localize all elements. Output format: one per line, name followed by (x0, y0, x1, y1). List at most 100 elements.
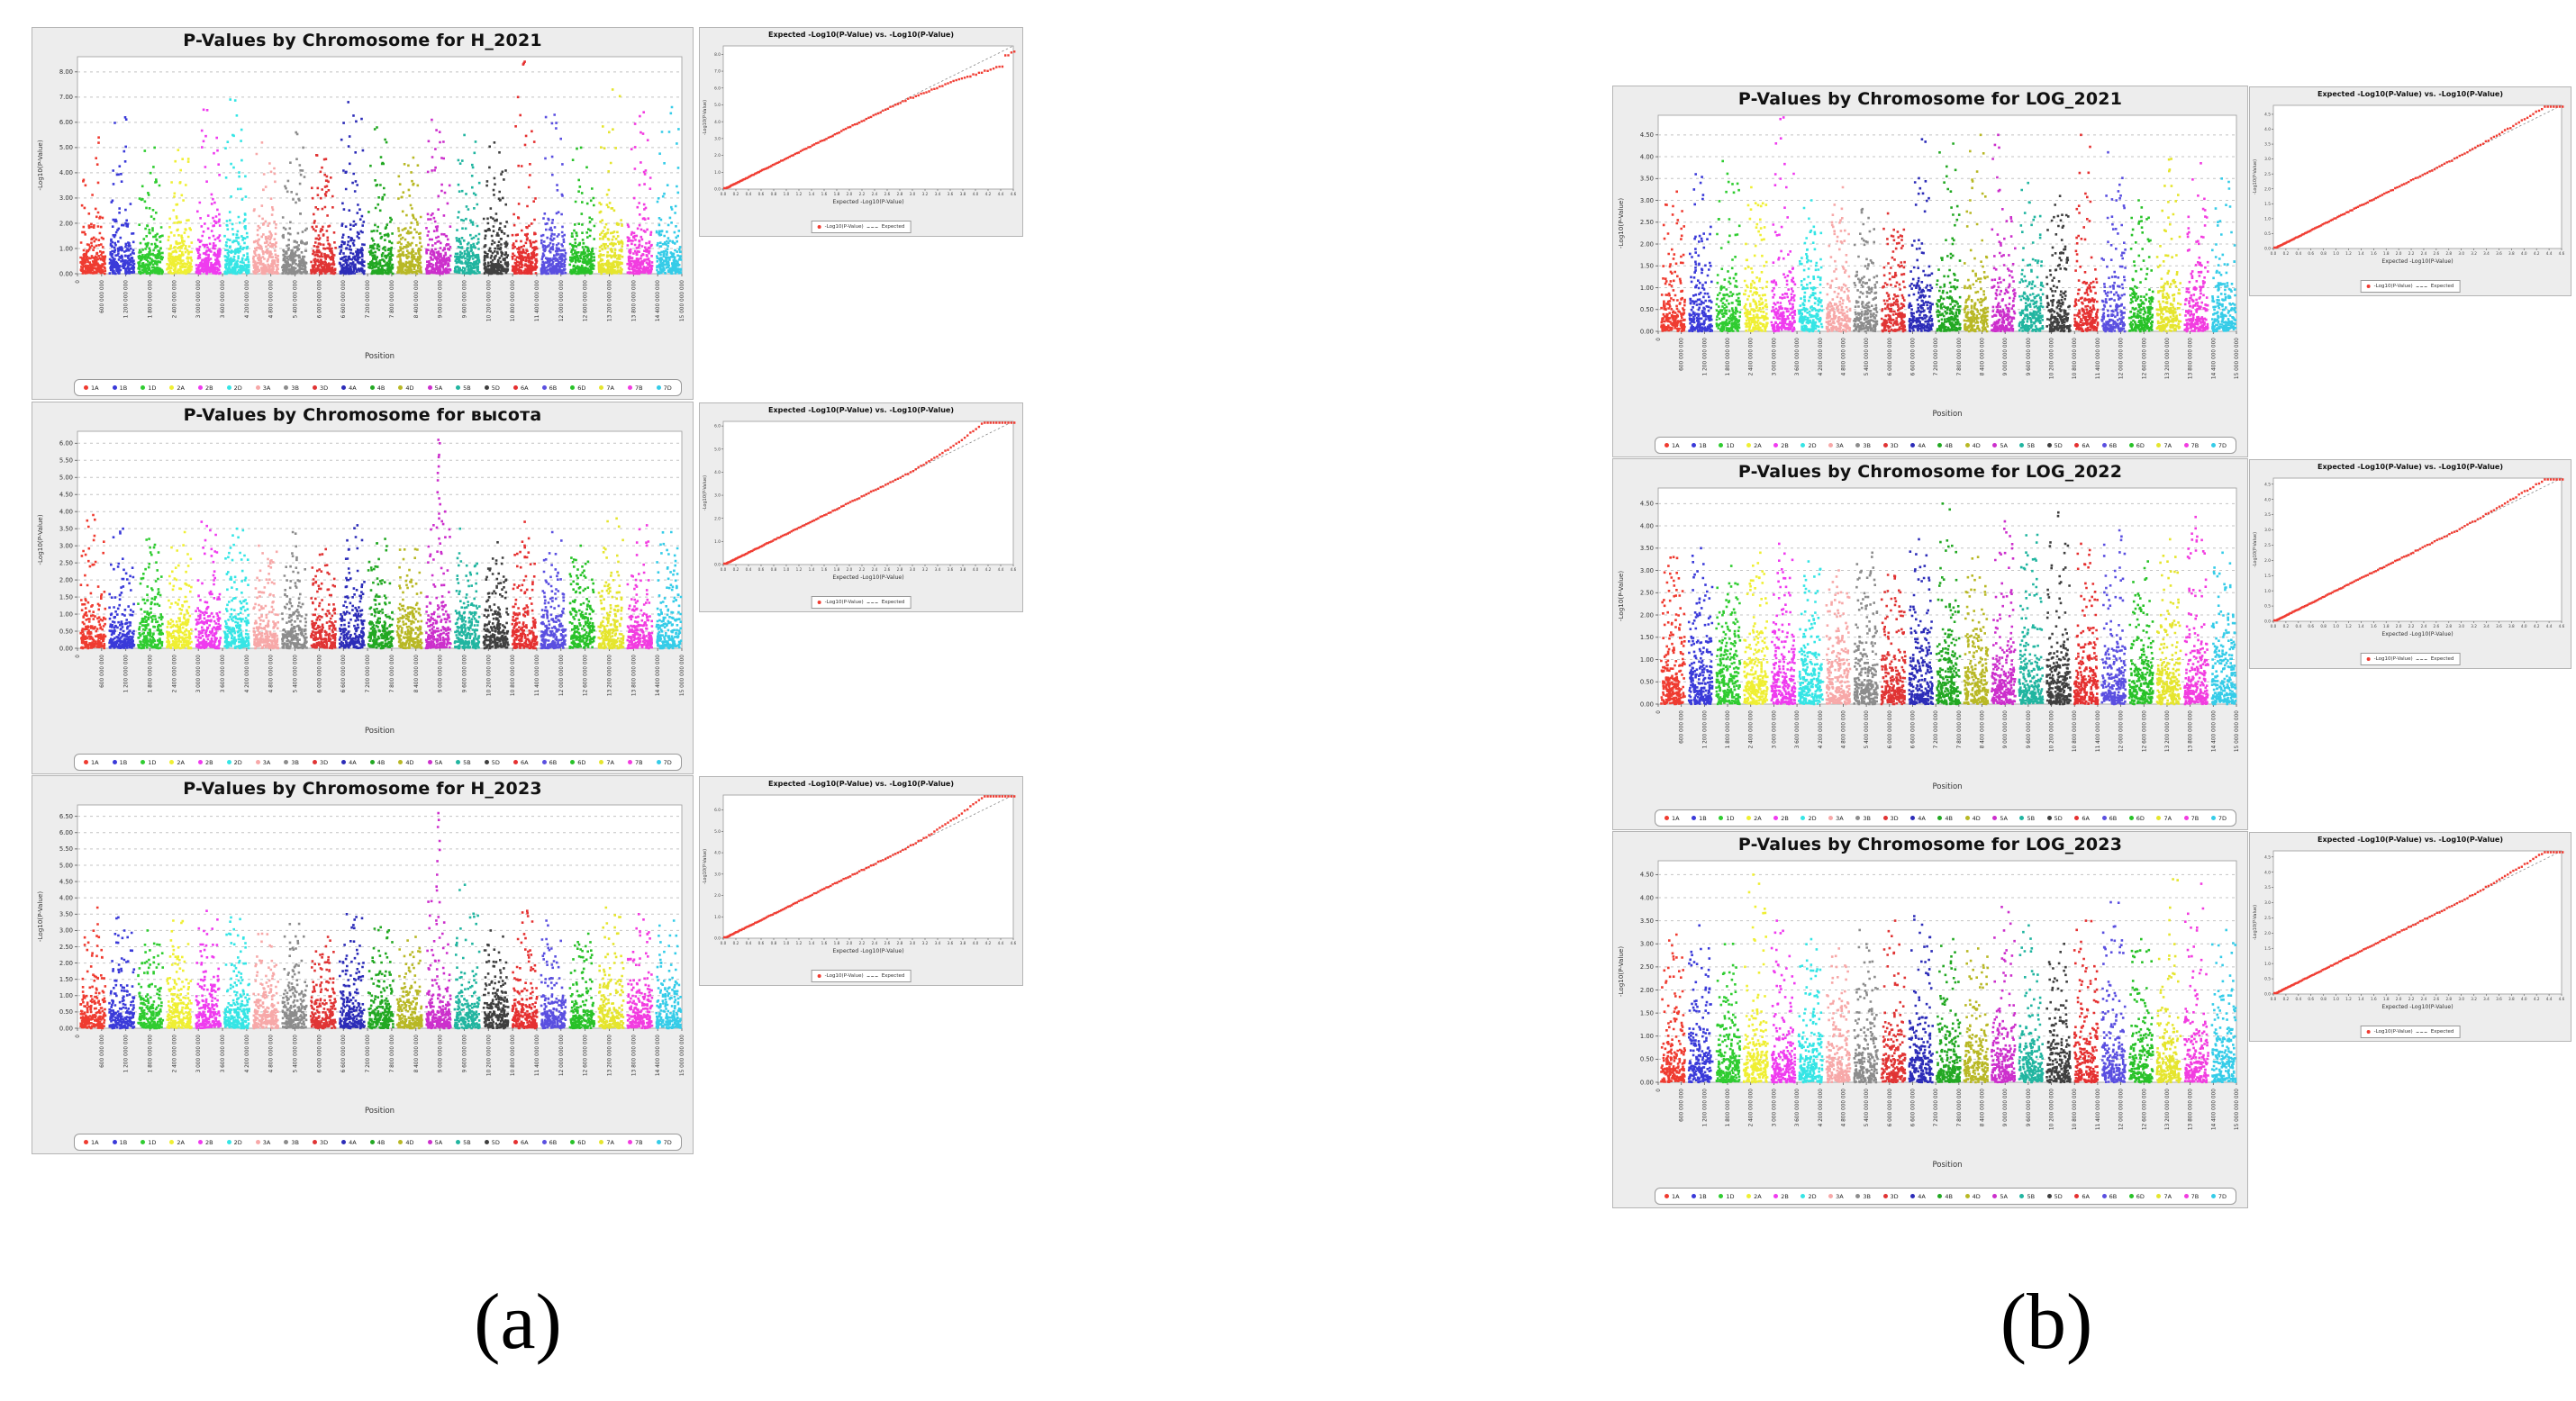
qq-legend-point-label: -Log10(P-Value) (824, 224, 864, 230)
legend-label: 7B (2191, 1192, 2200, 1200)
svg-text:3.0: 3.0 (2458, 997, 2464, 1001)
svg-text:3.6: 3.6 (2496, 997, 2502, 1001)
legend-swatch (284, 385, 289, 390)
svg-text:10 200 000 000: 10 200 000 000 (2050, 1089, 2055, 1130)
legend-label: 5B (2027, 1192, 2036, 1200)
svg-text:7.00: 7.00 (59, 94, 73, 101)
legend-entry-7a: 7A (2156, 815, 2172, 822)
svg-text:2.8: 2.8 (2445, 251, 2452, 256)
legend-entry-7a: 7A (599, 1139, 614, 1146)
legend-label: 5B (2027, 814, 2036, 822)
legend-label: 4D (1972, 1192, 1981, 1200)
legend-label: 1D (148, 758, 157, 766)
svg-text:2.0: 2.0 (2396, 997, 2402, 1001)
svg-text:2.50: 2.50 (59, 559, 73, 566)
svg-text:3 000 000 000: 3 000 000 000 (1772, 710, 1777, 749)
svg-text:0.0: 0.0 (2264, 992, 2271, 998)
legend-label: 2D (233, 384, 242, 392)
svg-text:0.00: 0.00 (59, 270, 73, 277)
svg-text:1.50: 1.50 (59, 593, 73, 601)
legend-entry-1b: 1B (1692, 815, 1707, 822)
svg-text:3.4: 3.4 (935, 192, 941, 196)
svg-text:0.4: 0.4 (2295, 624, 2301, 628)
svg-text:1.6: 1.6 (821, 567, 828, 572)
legend-entry-2d: 2D (226, 759, 242, 766)
svg-text:0.8: 0.8 (2320, 624, 2327, 628)
svg-text:1.00: 1.00 (59, 610, 73, 618)
svg-text:4 800 000 000: 4 800 000 000 (1841, 710, 1846, 749)
legend-entry-2b: 2B (1773, 442, 1789, 449)
svg-text:6 600 000 000: 6 600 000 000 (341, 1035, 347, 1073)
svg-text:Position: Position (365, 352, 395, 361)
svg-text:6 600 000 000: 6 600 000 000 (1910, 1089, 1916, 1127)
svg-text:-Log10(P-Value): -Log10(P-Value) (1617, 571, 1625, 621)
legend-entry-6d: 6D (2128, 442, 2145, 449)
svg-text:0: 0 (1656, 338, 1662, 341)
svg-text:4.4: 4.4 (2546, 997, 2553, 1001)
svg-text:3.4: 3.4 (935, 941, 941, 945)
svg-text:9 600 000 000: 9 600 000 000 (2027, 338, 2032, 376)
svg-text:2.50: 2.50 (59, 944, 73, 951)
manhattan-plot-log2021: P-Values by Chromosome for LOG_2021 4.50… (1612, 86, 2248, 457)
svg-text:2.4: 2.4 (872, 192, 878, 196)
svg-text:4.00: 4.00 (1640, 522, 1654, 529)
svg-text:4.2: 4.2 (985, 567, 992, 572)
legend-label: 6B (2109, 814, 2118, 822)
legend-label: 1A (1672, 814, 1680, 822)
legend-entry-6b: 6B (541, 384, 557, 392)
svg-text:0.2: 0.2 (733, 567, 739, 572)
legend-entry-2a: 2A (169, 759, 185, 766)
legend-swatch (1937, 1194, 1943, 1198)
svg-text:1.0: 1.0 (2264, 216, 2271, 221)
svg-text:2.8: 2.8 (2445, 997, 2452, 1001)
qq-legend-line-icon (2416, 658, 2427, 660)
legend-label: 4D (1972, 814, 1981, 822)
svg-text:0: 0 (1656, 1089, 1662, 1092)
svg-text:5.50: 5.50 (59, 457, 73, 465)
legend-label: 2B (1781, 1192, 1789, 1200)
legend-entry-5a: 5A (1992, 442, 2008, 449)
svg-text:14 400 000 000: 14 400 000 000 (656, 655, 661, 696)
legend-swatch (313, 385, 318, 390)
legend-label: 3B (1863, 1192, 1871, 1200)
svg-text:6 000 000 000: 6 000 000 000 (317, 280, 322, 319)
legend-swatch (369, 760, 375, 764)
legend-swatch (1773, 1194, 1779, 1198)
svg-text:1 800 000 000: 1 800 000 000 (149, 655, 154, 693)
legend-label: 1D (1726, 441, 1735, 449)
svg-text:7 800 000 000: 7 800 000 000 (1957, 1089, 1963, 1127)
legend-swatch (398, 1140, 404, 1144)
legend-entry-4b: 4B (1937, 815, 1953, 822)
legend-entry-4d: 4D (1964, 814, 1981, 822)
legend-label: 7D (663, 758, 672, 766)
legend-label: 4A (349, 1138, 357, 1146)
legend-entry-1a: 1A (1664, 815, 1680, 822)
svg-text:3.6: 3.6 (948, 567, 954, 572)
svg-text:4.0: 4.0 (2264, 870, 2271, 875)
plot-title: P-Values by Chromosome for высота (183, 405, 542, 425)
legend-swatch (1664, 816, 1669, 820)
legend-label: 4D (405, 384, 414, 392)
plot-title: P-Values by Chromosome for LOG_2023 (1737, 835, 2123, 854)
legend-label: 7B (634, 758, 643, 766)
legend-entry-3a: 3A (255, 384, 270, 392)
svg-text:2.2: 2.2 (859, 192, 866, 196)
svg-text:0.6: 0.6 (2308, 251, 2314, 256)
legend-entry-7a: 7A (599, 759, 614, 766)
legend-entry-6a: 6A (2074, 1193, 2090, 1200)
svg-text:3.2: 3.2 (2471, 997, 2477, 1001)
svg-text:9 600 000 000: 9 600 000 000 (2027, 1089, 2032, 1127)
qq-legend-line-icon (866, 975, 878, 977)
svg-text:5 400 000 000: 5 400 000 000 (1864, 710, 1870, 749)
legend-swatch (255, 760, 260, 764)
legend-swatch (1692, 816, 1697, 820)
svg-text:1 200 000 000: 1 200 000 000 (124, 280, 130, 319)
svg-text:0.2: 0.2 (2283, 624, 2290, 628)
svg-text:8.00: 8.00 (59, 68, 73, 76)
legend-label: 2A (1754, 441, 1762, 449)
legend-label: 2B (205, 1138, 213, 1146)
legend-swatch (1773, 443, 1779, 447)
legend-swatch (456, 385, 461, 390)
legend-entry-3a: 3A (1828, 442, 1844, 449)
